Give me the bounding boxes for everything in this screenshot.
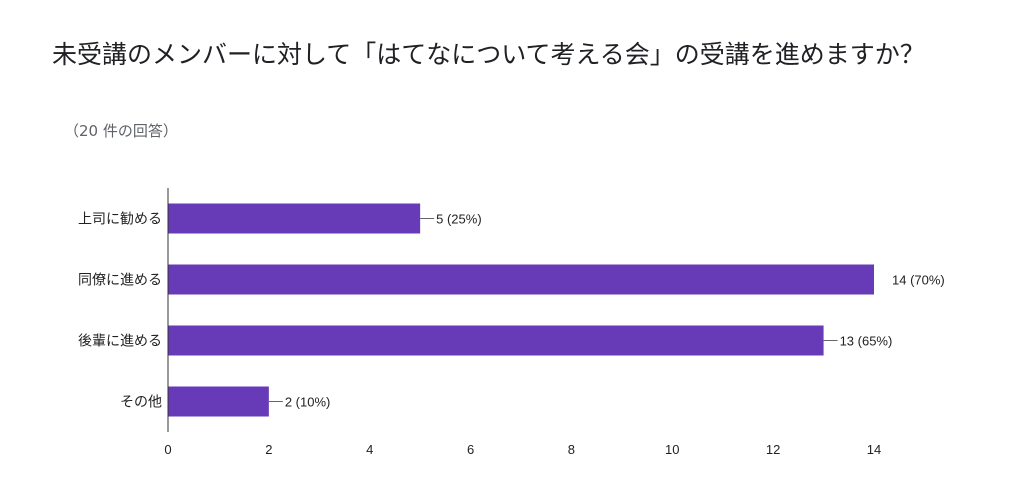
x-tick-label: 12 bbox=[766, 442, 780, 457]
x-tick-label: 0 bbox=[164, 442, 171, 457]
data-label: 14 (70%) bbox=[892, 273, 945, 288]
category-label: 上司に勧める bbox=[78, 211, 162, 228]
x-tick-label: 14 bbox=[867, 442, 881, 457]
chart-title: 未受講のメンバーに対して「はてなについて考える会」の受講を進めますか？ bbox=[52, 40, 925, 69]
category-label: 同僚に進める bbox=[78, 273, 162, 289]
bar-4 bbox=[168, 386, 269, 417]
bar-1 bbox=[168, 203, 421, 234]
data-label: 13 (65%) bbox=[840, 334, 893, 349]
x-tick-label: 8 bbox=[568, 442, 575, 457]
category-label: 後輩に進める bbox=[78, 334, 162, 350]
x-tick-label: 2 bbox=[265, 442, 272, 457]
bar-3 bbox=[168, 325, 824, 356]
bar-2 bbox=[168, 264, 874, 295]
x-tick-label: 6 bbox=[467, 442, 474, 457]
category-label: その他 bbox=[120, 395, 162, 411]
x-tick-label: 4 bbox=[366, 442, 373, 457]
data-label: 5 (25%) bbox=[436, 212, 482, 227]
response-count: （20 件の回答） bbox=[64, 122, 178, 140]
x-tick-label: 10 bbox=[665, 442, 679, 457]
data-label: 2 (10%) bbox=[285, 395, 331, 410]
